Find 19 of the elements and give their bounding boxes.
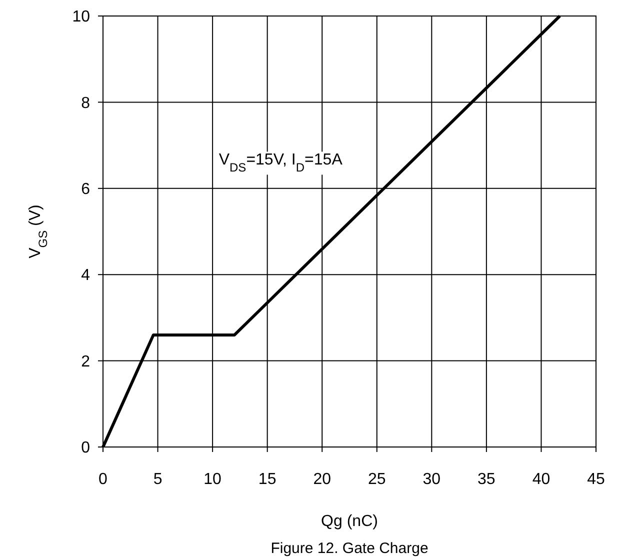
- x-tick-label: 30: [422, 471, 441, 488]
- x-tick-label: 20: [313, 471, 332, 488]
- x-tick-label: 5: [153, 471, 162, 488]
- x-tick-label: 45: [587, 471, 605, 488]
- y-tick-label: 10: [72, 8, 90, 26]
- x-tick-label: 25: [368, 471, 386, 488]
- caption: Figure 12. Gate Charge: [270, 540, 428, 557]
- y-tick-label: 2: [81, 353, 90, 370]
- y-tick-label: 4: [81, 267, 90, 284]
- y-tick-label: 8: [81, 94, 90, 112]
- y-tick-label: 0: [81, 440, 90, 457]
- x-tick-label: 10: [204, 471, 222, 488]
- annotation: V$_{DS}$=15V, I$_{D}$=15A: [218, 152, 343, 175]
- x-tick-label: 40: [532, 471, 550, 488]
- x-tick-label: 35: [478, 471, 496, 488]
- x-tick-label: 15: [258, 471, 276, 488]
- x-axis-title: Qg (nC): [321, 513, 378, 530]
- x-tick-label: 0: [98, 471, 108, 488]
- y-tick-label: 6: [81, 181, 90, 198]
